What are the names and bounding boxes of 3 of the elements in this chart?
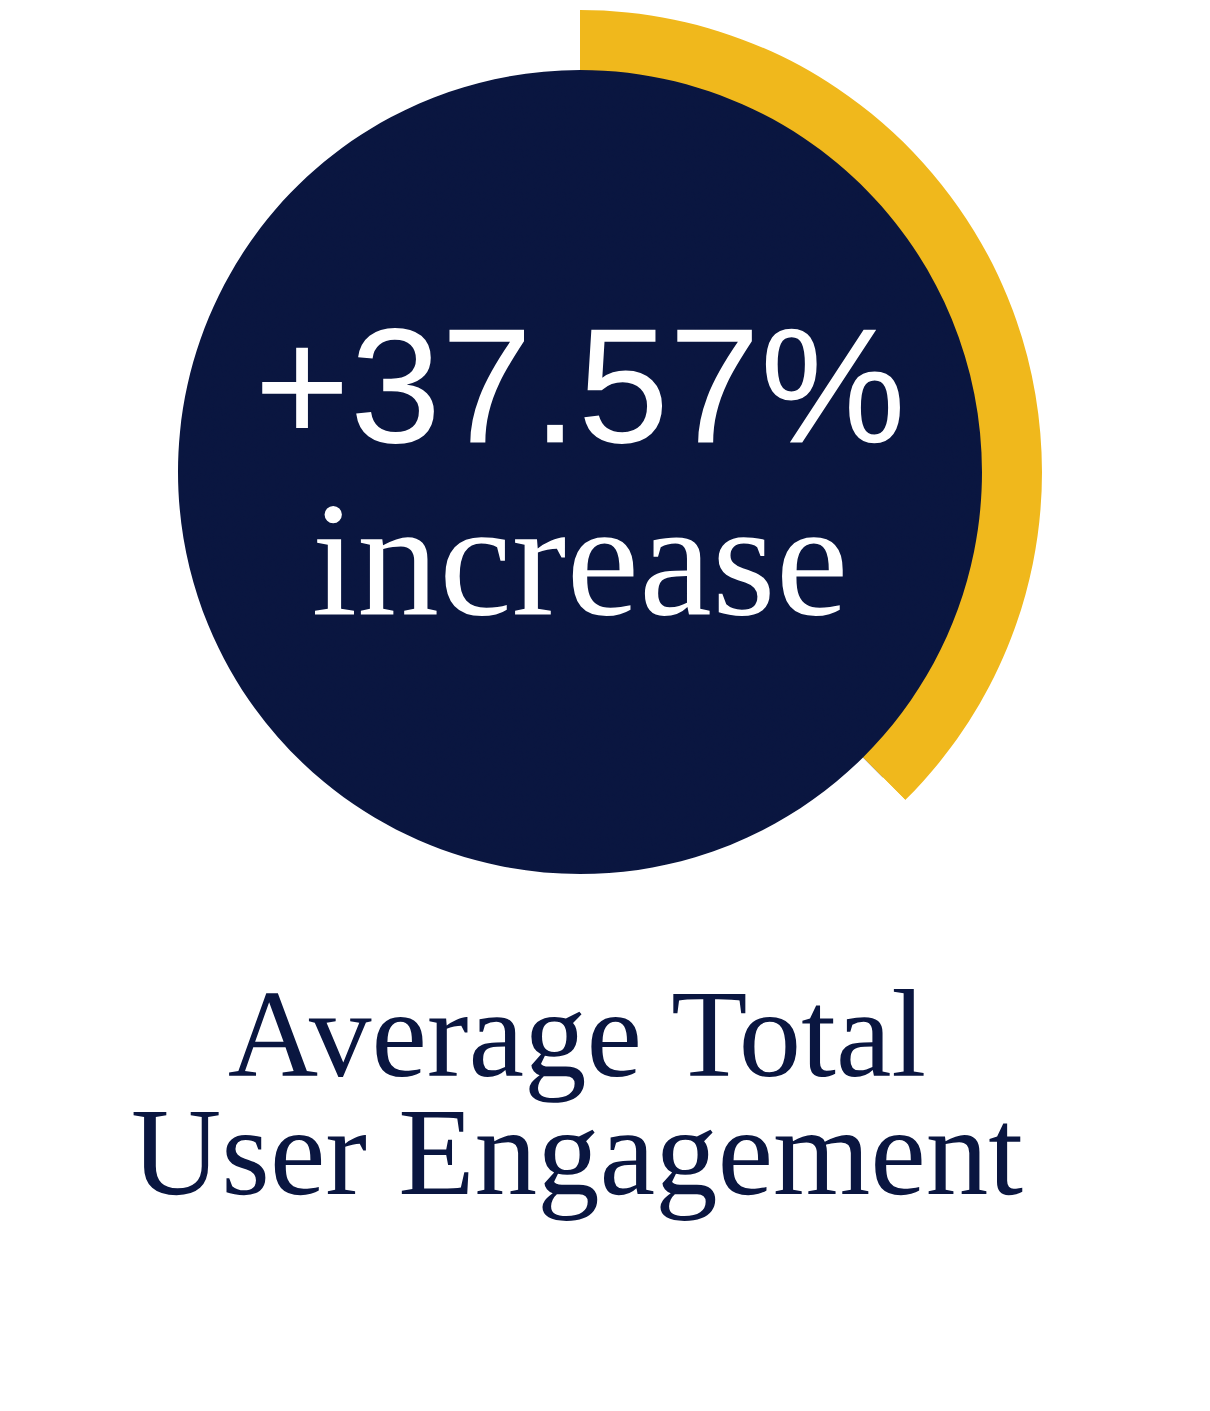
text: increase <box>315 505 843 617</box>
text: Average Total User Engagement <box>133 989 1023 1221</box>
text: +37.57% <box>262 327 900 444</box>
